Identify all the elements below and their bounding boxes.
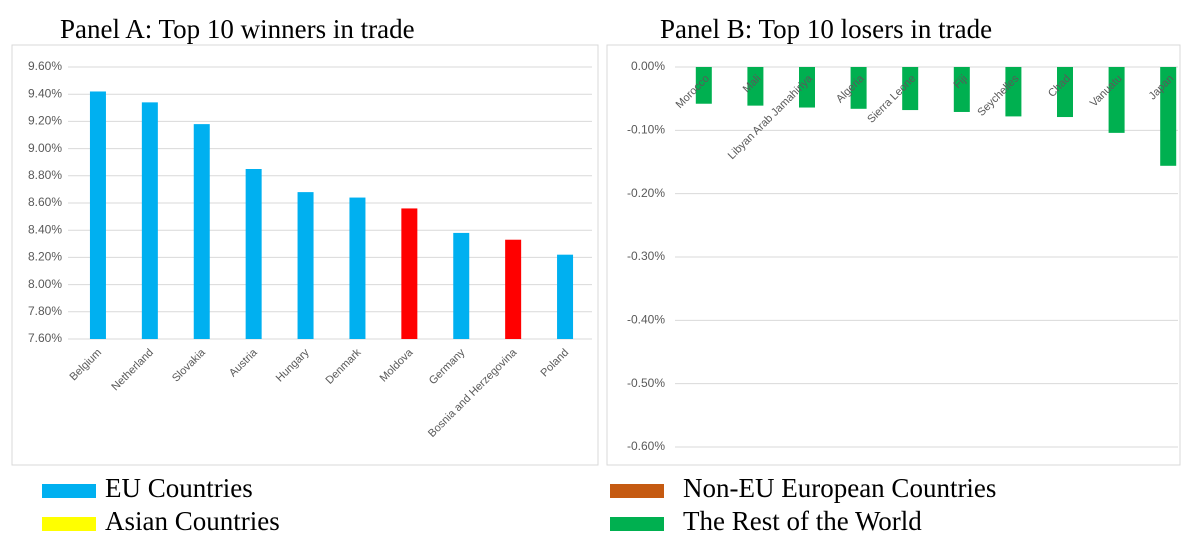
bar	[902, 67, 919, 111]
y-tick-label: 8.00%	[28, 277, 62, 291]
legend-label: The Rest of the World	[683, 506, 922, 536]
bar	[349, 197, 366, 339]
bar	[297, 192, 314, 339]
bar	[193, 124, 210, 340]
x-tick-label: Germany	[427, 346, 468, 387]
bar	[1005, 67, 1022, 117]
bar	[453, 232, 470, 339]
legend-swatch	[42, 517, 96, 531]
bar	[401, 208, 418, 339]
bar	[1160, 67, 1177, 166]
y-tick-label: 9.20%	[28, 114, 62, 128]
x-tick-label: Poland	[538, 347, 571, 380]
y-tick-label: 9.60%	[28, 59, 62, 73]
y-tick-label: 9.40%	[28, 86, 62, 100]
y-tick-label: 8.40%	[28, 222, 62, 236]
y-tick-label: 0.00%	[631, 59, 665, 73]
x-tick-label: Bosnia and Herzegovina	[426, 346, 520, 440]
panel-title: Panel A: Top 10 winners in trade	[60, 14, 415, 44]
bar	[245, 169, 262, 339]
x-tick-label: Belgium	[67, 347, 104, 384]
legend-swatch	[610, 484, 664, 498]
x-tick-label: Hungary	[274, 346, 312, 384]
bar	[953, 67, 970, 112]
bar	[1108, 67, 1125, 133]
panel-title: Panel B: Top 10 losers in trade	[660, 14, 992, 44]
bar	[89, 91, 106, 339]
legend-label: Asian Countries	[105, 506, 280, 536]
y-tick-label: -0.40%	[627, 313, 665, 327]
y-tick-label: -0.50%	[627, 376, 665, 390]
bar	[505, 239, 522, 339]
y-tick-label: -0.30%	[627, 249, 665, 263]
panel-frame	[11, 44, 599, 466]
x-tick-label: Netherland	[109, 347, 156, 394]
y-tick-label: -0.60%	[627, 439, 665, 453]
x-tick-label: Moldova	[378, 346, 417, 385]
legend-swatch	[610, 517, 664, 531]
bar	[557, 254, 574, 339]
x-tick-label: Austria	[227, 346, 260, 379]
bar	[799, 67, 815, 108]
legend-swatch	[42, 484, 96, 498]
y-tick-label: -0.10%	[627, 123, 665, 137]
y-tick-label: 7.60%	[28, 331, 62, 345]
x-tick-label: Libyan Arab Jamahiriya	[726, 72, 816, 162]
y-tick-label: 8.60%	[28, 195, 62, 209]
bar	[850, 67, 867, 109]
bar	[747, 67, 764, 106]
y-tick-label: 8.80%	[28, 168, 62, 182]
y-tick-label: 9.00%	[28, 141, 62, 155]
x-tick-label: Denmark	[324, 346, 364, 386]
y-tick-label: -0.20%	[627, 186, 665, 200]
legend-label: EU Countries	[105, 473, 253, 503]
legend-label: Non-EU European Countries	[683, 473, 996, 503]
y-tick-label: 7.80%	[28, 304, 62, 318]
bar	[141, 102, 158, 339]
x-tick-label: Slovakia	[170, 346, 209, 385]
panel-frame	[606, 44, 1181, 466]
bar	[1057, 67, 1073, 118]
bar	[695, 67, 712, 104]
y-tick-label: 8.20%	[28, 250, 62, 264]
